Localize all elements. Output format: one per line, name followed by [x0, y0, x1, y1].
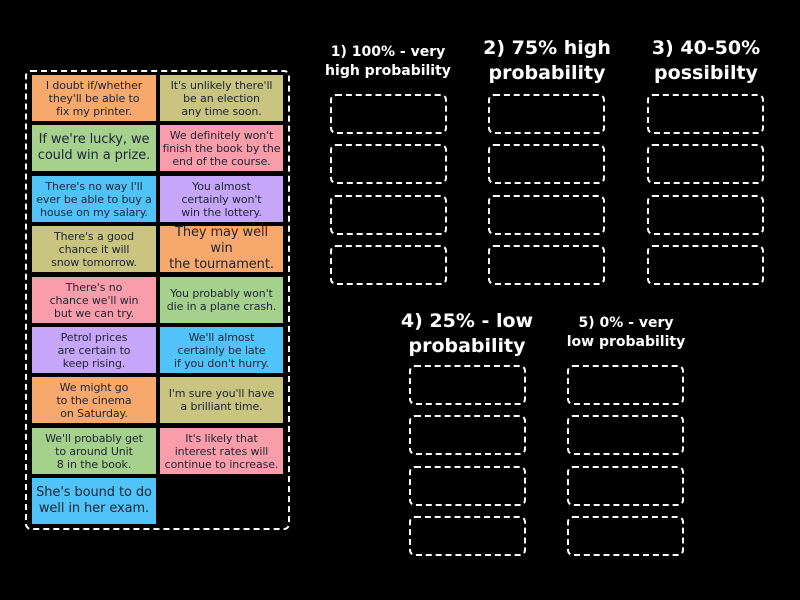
- card-text: It's unlikely there'll be an election an…: [170, 78, 273, 118]
- draggable-card[interactable]: It's likely that interest rates will con…: [160, 428, 283, 474]
- drop-zone-slot[interactable]: [567, 365, 684, 405]
- draggable-card[interactable]: There's no way I'll ever be able to buy …: [32, 176, 156, 222]
- card-text: It's likely that interest rates will con…: [164, 431, 279, 471]
- drop-zone-slot[interactable]: [330, 195, 447, 235]
- drop-zone-slot[interactable]: [488, 245, 605, 285]
- drop-zone-slot[interactable]: [567, 466, 684, 506]
- draggable-card[interactable]: There's no chance we'll win but we can t…: [32, 277, 156, 323]
- card-text: There's no chance we'll win but we can t…: [49, 280, 139, 320]
- draggable-card[interactable]: We definitely won't finish the book by t…: [160, 125, 283, 171]
- draggable-card[interactable]: We'll almost certainly be late if you do…: [160, 327, 283, 373]
- card-text: We'll probably get to around Unit 8 in t…: [45, 431, 143, 471]
- category-heading: 2) 75% high probability: [483, 37, 611, 84]
- drop-zone-slot[interactable]: [409, 466, 526, 506]
- card-text: We definitely won't finish the book by t…: [162, 128, 281, 168]
- drop-zone-slot[interactable]: [567, 516, 684, 556]
- draggable-card[interactable]: There's a good chance it will snow tomor…: [32, 226, 156, 272]
- card-text: I doubt if/whether they'll be able to fi…: [45, 78, 143, 118]
- draggable-card[interactable]: I doubt if/whether they'll be able to fi…: [32, 75, 156, 121]
- draggable-card[interactable]: You probably won't die in a plane crash.: [160, 277, 283, 323]
- category-heading: 5) 0% - very low probability: [566, 315, 686, 350]
- card-text: She's bound to do well in her exam.: [36, 485, 152, 516]
- draggable-card[interactable]: It's unlikely there'll be an election an…: [160, 75, 283, 121]
- category-heading: 4) 25% - low probability: [400, 310, 534, 357]
- draggable-card[interactable]: If we're lucky, we could win a prize.: [32, 125, 156, 171]
- draggable-card[interactable]: Petrol prices are certain to keep rising…: [32, 327, 156, 373]
- category-heading: 3) 40-50% possibilty: [651, 37, 761, 84]
- drop-zone-slot[interactable]: [488, 195, 605, 235]
- card-text: I'm sure you'll have a brilliant time.: [168, 387, 275, 413]
- card-text: If we're lucky, we could win a prize.: [37, 132, 151, 163]
- card-text: We'll almost certainly be late if you do…: [174, 330, 269, 370]
- draggable-card[interactable]: We'll probably get to around Unit 8 in t…: [32, 428, 156, 474]
- draggable-card[interactable]: You almost certainly won't win the lotte…: [160, 176, 283, 222]
- drop-zone-slot[interactable]: [647, 195, 764, 235]
- category-heading: 1) 100% - very high probability: [325, 44, 451, 79]
- drop-zone-slot[interactable]: [330, 245, 447, 285]
- card-text: They may well win the tournament.: [169, 225, 274, 272]
- drop-zone-slot[interactable]: [409, 365, 526, 405]
- drop-zone-slot[interactable]: [647, 144, 764, 184]
- card-text: Petrol prices are certain to keep rising…: [57, 330, 131, 370]
- draggable-card[interactable]: I'm sure you'll have a brilliant time.: [160, 377, 283, 423]
- drop-zone-slot[interactable]: [330, 144, 447, 184]
- drop-zone-slot[interactable]: [647, 245, 764, 285]
- card-text: You probably won't die in a plane crash.: [166, 287, 277, 313]
- source-card-tray: [25, 70, 290, 530]
- card-text: You almost certainly won't win the lotte…: [181, 179, 262, 219]
- draggable-card[interactable]: She's bound to do well in her exam.: [32, 478, 156, 524]
- card-text: There's no way I'll ever be able to buy …: [36, 179, 152, 219]
- draggable-card[interactable]: They may well win the tournament.: [160, 225, 283, 272]
- drop-zone-slot[interactable]: [330, 94, 447, 134]
- draggable-card[interactable]: We might go to the cinema on Saturday.: [32, 377, 156, 423]
- drop-zone-slot[interactable]: [647, 94, 764, 134]
- drop-zone-slot[interactable]: [409, 415, 526, 455]
- drop-zone-slot[interactable]: [488, 94, 605, 134]
- drop-zone-slot[interactable]: [488, 144, 605, 184]
- card-text: There's a good chance it will snow tomor…: [51, 229, 137, 269]
- drop-zone-slot[interactable]: [567, 415, 684, 455]
- drop-zone-slot[interactable]: [409, 516, 526, 556]
- card-text: We might go to the cinema on Saturday.: [56, 380, 132, 420]
